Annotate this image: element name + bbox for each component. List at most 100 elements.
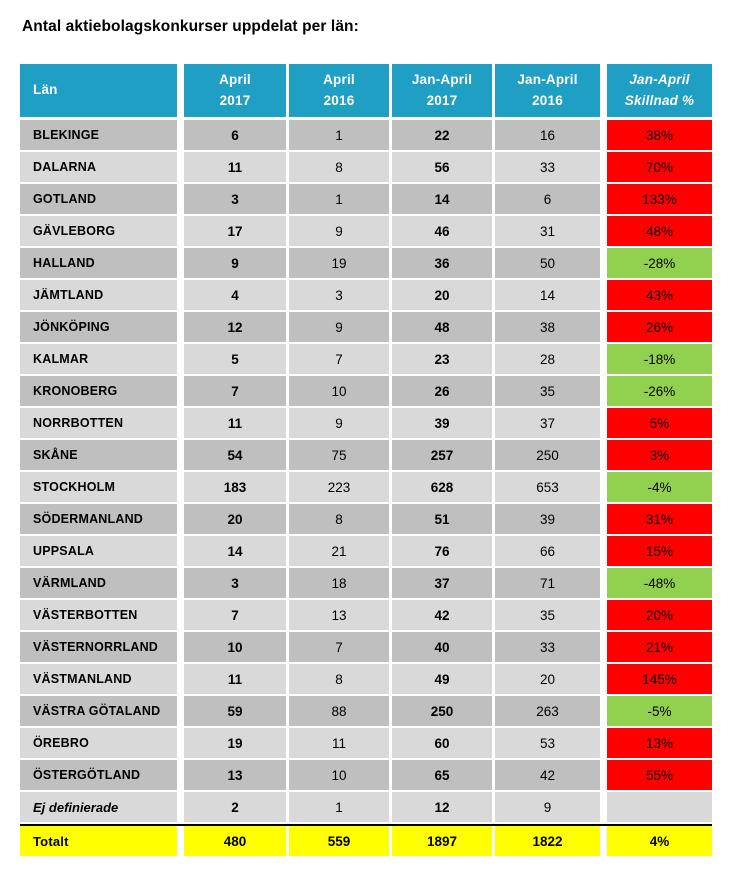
jan-april-2016-value-cell: 53: [495, 728, 600, 758]
header-label: 2017: [219, 92, 251, 108]
april-2017-value-cell: 183: [184, 472, 286, 502]
table-row: VÄSTERBOTTEN 7 13 42 35 20%: [20, 600, 712, 630]
april-2016-value-cell: 9: [289, 408, 389, 438]
jan-april-2016-value-cell: 14: [495, 280, 600, 310]
county-name-cell: VÄSTERBOTTEN: [20, 600, 177, 630]
header-label: April: [219, 72, 251, 88]
april-2017-value-cell: 11: [184, 152, 286, 182]
county-name-cell: JÖNKÖPING: [20, 312, 177, 342]
jan-april-2017-value-cell: 60: [392, 728, 492, 758]
county-name-cell: SKÅNE: [20, 440, 177, 470]
bankruptcies-by-county-table: Län April 2017 April 2016 Jan-April 2017…: [20, 64, 712, 856]
april-2016-value-cell: 1: [289, 792, 389, 822]
county-name-cell: ÖREBRO: [20, 728, 177, 758]
jan-april-2016-value-cell: 263: [495, 696, 600, 726]
april-2017-value-cell: 59: [184, 696, 286, 726]
jan-april-2017-value-cell: 56: [392, 152, 492, 182]
jan-april-2017-value-cell: 12: [392, 792, 492, 822]
april-2016-value-cell: 8: [289, 152, 389, 182]
jan-april-2016-value-cell: 35: [495, 376, 600, 406]
skillnad-percent-cell: 20%: [607, 600, 712, 630]
table-row: GOTLAND 3 1 14 6 133%: [20, 184, 712, 214]
total-april-2017-cell: 480: [184, 826, 286, 856]
jan-april-2016-value-cell: 35: [495, 600, 600, 630]
table-header-row: Län April 2017 April 2016 Jan-April 2017…: [20, 64, 712, 117]
skillnad-percent-cell: 5%: [607, 408, 712, 438]
jan-april-2016-value-cell: 66: [495, 536, 600, 566]
page-title: Antal aktiebolagskonkurser uppdelat per …: [22, 18, 359, 35]
county-name-cell: VÄSTMANLAND: [20, 664, 177, 694]
header-label: April: [323, 72, 355, 88]
header-cell-skillnad: Jan-April Skillnad %: [607, 64, 712, 117]
april-2016-value-cell: 223: [289, 472, 389, 502]
county-name-cell: VÄSTRA GÖTALAND: [20, 696, 177, 726]
april-2017-value-cell: 7: [184, 600, 286, 630]
april-2016-value-cell: 10: [289, 760, 389, 790]
header-label: Jan-April: [411, 72, 473, 88]
total-jan-april-2017-cell: 1897: [392, 826, 492, 856]
april-2016-value-cell: 19: [289, 248, 389, 278]
jan-april-2016-value-cell: 250: [495, 440, 600, 470]
table-row: UPPSALA 14 21 76 66 15%: [20, 536, 712, 566]
april-2017-value-cell: 7: [184, 376, 286, 406]
jan-april-2016-value-cell: 33: [495, 152, 600, 182]
header-cell-jan-april-2016: Jan-April 2016: [495, 64, 600, 117]
april-2017-value-cell: 3: [184, 184, 286, 214]
table-row: ÖSTERGÖTLAND 13 10 65 42 55%: [20, 760, 712, 790]
header-cell-april-2016: April 2016: [289, 64, 389, 117]
jan-april-2016-value-cell: 33: [495, 632, 600, 662]
april-2017-value-cell: 17: [184, 216, 286, 246]
county-name-cell: SÖDERMANLAND: [20, 504, 177, 534]
jan-april-2016-value-cell: 20: [495, 664, 600, 694]
county-name-cell: GÄVLEBORG: [20, 216, 177, 246]
april-2017-value-cell: 9: [184, 248, 286, 278]
april-2016-value-cell: 8: [289, 664, 389, 694]
table-row: KRONOBERG 7 10 26 35 -26%: [20, 376, 712, 406]
jan-april-2016-value-cell: 42: [495, 760, 600, 790]
skillnad-percent-cell: 70%: [607, 152, 712, 182]
jan-april-2016-value-cell: 39: [495, 504, 600, 534]
april-2017-value-cell: 13: [184, 760, 286, 790]
april-2016-value-cell: 11: [289, 728, 389, 758]
skillnad-percent-cell: -5%: [607, 696, 712, 726]
jan-april-2016-value-cell: 6: [495, 184, 600, 214]
skillnad-percent-cell: 21%: [607, 632, 712, 662]
skillnad-percent-cell: -28%: [607, 248, 712, 278]
county-name-cell: BLEKINGE: [20, 120, 177, 150]
jan-april-2016-value-cell: 31: [495, 216, 600, 246]
table-row: SKÅNE 54 75 257 250 3%: [20, 440, 712, 470]
county-name-cell: VÄRMLAND: [20, 568, 177, 598]
skillnad-percent-cell: 43%: [607, 280, 712, 310]
county-name-cell: KRONOBERG: [20, 376, 177, 406]
total-april-2016-cell: 559: [289, 826, 389, 856]
county-name-cell: VÄSTERNORRLAND: [20, 632, 177, 662]
table-row: ÖREBRO 19 11 60 53 13%: [20, 728, 712, 758]
table-row: STOCKHOLM 183 223 628 653 -4%: [20, 472, 712, 502]
april-2016-value-cell: 7: [289, 344, 389, 374]
april-2016-value-cell: 10: [289, 376, 389, 406]
table-row: VÄSTMANLAND 11 8 49 20 145%: [20, 664, 712, 694]
table-row: HALLAND 9 19 36 50 -28%: [20, 248, 712, 278]
april-2017-value-cell: 2: [184, 792, 286, 822]
table-body: BLEKINGE 6 1 22 16 38% DALARNA 11 8 56 3…: [20, 120, 712, 822]
skillnad-percent-cell: 48%: [607, 216, 712, 246]
jan-april-2016-value-cell: 16: [495, 120, 600, 150]
jan-april-2017-value-cell: 42: [392, 600, 492, 630]
jan-april-2017-value-cell: 39: [392, 408, 492, 438]
table-row: VÄRMLAND 3 18 37 71 -48%: [20, 568, 712, 598]
table-row: JÄMTLAND 4 3 20 14 43%: [20, 280, 712, 310]
april-2017-value-cell: 11: [184, 664, 286, 694]
skillnad-percent-cell: 13%: [607, 728, 712, 758]
header-cell-lan: Län: [20, 64, 177, 117]
table-row: DALARNA 11 8 56 33 70%: [20, 152, 712, 182]
april-2016-value-cell: 3: [289, 280, 389, 310]
skillnad-percent-cell: -26%: [607, 376, 712, 406]
table-row: SÖDERMANLAND 20 8 51 39 31%: [20, 504, 712, 534]
jan-april-2016-value-cell: 38: [495, 312, 600, 342]
april-2016-value-cell: 75: [289, 440, 389, 470]
april-2017-value-cell: 10: [184, 632, 286, 662]
jan-april-2017-value-cell: 23: [392, 344, 492, 374]
skillnad-percent-cell: -4%: [607, 472, 712, 502]
header-label: Jan-April: [629, 72, 690, 88]
april-2017-value-cell: 20: [184, 504, 286, 534]
